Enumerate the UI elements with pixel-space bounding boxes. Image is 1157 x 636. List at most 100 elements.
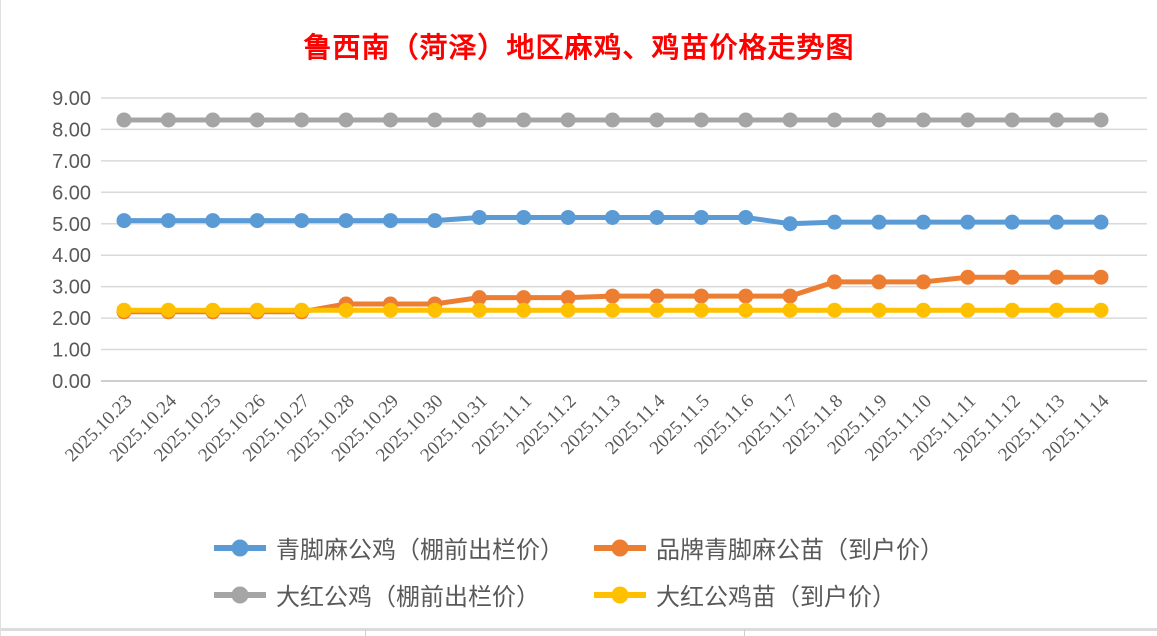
series-marker (294, 213, 310, 229)
series-marker (693, 302, 709, 318)
legend-series-marker-icon (594, 539, 646, 556)
series-marker (960, 269, 976, 285)
series-marker (294, 302, 310, 318)
series-marker (649, 112, 665, 128)
series-marker (605, 288, 620, 304)
series-marker (605, 302, 620, 318)
series-marker (160, 112, 176, 128)
series-marker (160, 302, 176, 318)
series-marker (471, 290, 487, 306)
series-marker (693, 209, 709, 225)
series-marker (249, 213, 265, 229)
series-marker (782, 112, 798, 128)
series-marker (871, 214, 887, 230)
series-marker (1004, 302, 1020, 318)
series-marker (1093, 302, 1109, 318)
series-marker (649, 302, 665, 318)
series-marker (960, 112, 976, 128)
y-tick-label: 8.00 (52, 119, 91, 141)
series-marker (160, 213, 176, 229)
series-marker (827, 112, 843, 128)
series-marker (960, 302, 976, 318)
y-tick-label: 5.00 (52, 214, 91, 236)
y-tick-label: 4.00 (52, 245, 91, 267)
series-marker (738, 209, 754, 225)
series-marker (738, 288, 754, 304)
series-marker (427, 302, 443, 318)
series-marker (1004, 214, 1020, 230)
y-tick-label: 1.00 (52, 340, 91, 362)
series-marker (427, 112, 443, 128)
series-marker (915, 214, 931, 230)
series-marker (338, 112, 354, 128)
series-marker (738, 112, 754, 128)
series-marker (827, 274, 843, 290)
legend-label: 大红公鸡（棚前出栏价） (276, 585, 540, 611)
series-marker (516, 209, 532, 225)
y-tick-label: 0.00 (52, 371, 91, 393)
series-marker (205, 213, 221, 229)
y-tick-label: 2.00 (52, 308, 91, 330)
series-marker (693, 288, 709, 304)
series-marker (116, 112, 132, 128)
series-marker (471, 209, 487, 225)
legend-series-marker-icon (214, 539, 266, 556)
series-marker (560, 302, 576, 318)
series-marker (516, 112, 532, 128)
series-marker (782, 216, 798, 232)
series-marker (960, 214, 976, 230)
chart-title: 鲁西南（菏泽）地区麻鸡、鸡苗价格走势图 (303, 33, 855, 64)
series-marker (382, 302, 398, 318)
series-marker (782, 302, 798, 318)
y-tick-label: 9.00 (52, 88, 91, 110)
legend-label: 品牌青脚麻公苗（到户价） (656, 538, 944, 564)
legend-label: 青脚麻公鸡（棚前出栏价） (276, 538, 564, 564)
legend-item: 大红公鸡（棚前出栏价） (214, 577, 564, 612)
price-chart[interactable]: 0.00 1.00 2.00 3.00 4.00 5.00 6.00 7.00 8.00 9.00… (1, 0, 1157, 525)
series-marker (382, 112, 398, 128)
series-marker (827, 302, 843, 318)
series-marker (560, 112, 576, 128)
series-marker (782, 288, 798, 304)
legend-item: 大红公鸡苗（到户价） (594, 577, 944, 612)
series-marker (1004, 269, 1020, 285)
series-marker (738, 302, 754, 318)
series-marker (471, 302, 487, 318)
series-marker (338, 302, 354, 318)
series-marker (1093, 112, 1109, 128)
series-marker (1049, 302, 1065, 318)
series-marker (827, 214, 843, 230)
series-marker (915, 274, 931, 290)
series-marker (871, 302, 887, 318)
series-marker (382, 213, 398, 229)
series-marker (516, 290, 532, 306)
series-marker (560, 209, 576, 225)
legend-grid: 青脚麻公鸡（棚前出栏价） 品牌青脚麻公苗（到户价） 大红公鸡（棚前出栏价） 大红公鸡苗… (214, 530, 944, 612)
series-marker (649, 209, 665, 225)
series-marker (294, 112, 310, 128)
legend-series-marker-icon (594, 586, 646, 603)
series-marker (205, 302, 221, 318)
series-marker (1049, 112, 1065, 128)
column-divider-tick (365, 629, 366, 636)
series-marker (249, 112, 265, 128)
chart-legend: 青脚麻公鸡（棚前出栏价） 品牌青脚麻公苗（到户价） 大红公鸡（棚前出栏价） 大红公鸡苗… (1, 530, 1157, 612)
series-marker (338, 213, 354, 229)
series-marker (116, 302, 132, 318)
series-marker (1049, 269, 1065, 285)
series-marker (249, 302, 265, 318)
series-marker (1049, 214, 1065, 230)
y-tick-label: 3.00 (52, 277, 91, 299)
series-marker (605, 209, 620, 225)
series-marker (205, 112, 221, 128)
series-marker (116, 213, 132, 229)
legend-series-marker-icon (214, 586, 266, 603)
series-marker (560, 290, 576, 306)
legend-item: 品牌青脚麻公苗（到户价） (594, 530, 944, 565)
y-tick-label: 6.00 (52, 182, 91, 204)
series-marker (649, 288, 665, 304)
series-marker (915, 302, 931, 318)
series-marker (871, 112, 887, 128)
series-marker (915, 112, 931, 128)
